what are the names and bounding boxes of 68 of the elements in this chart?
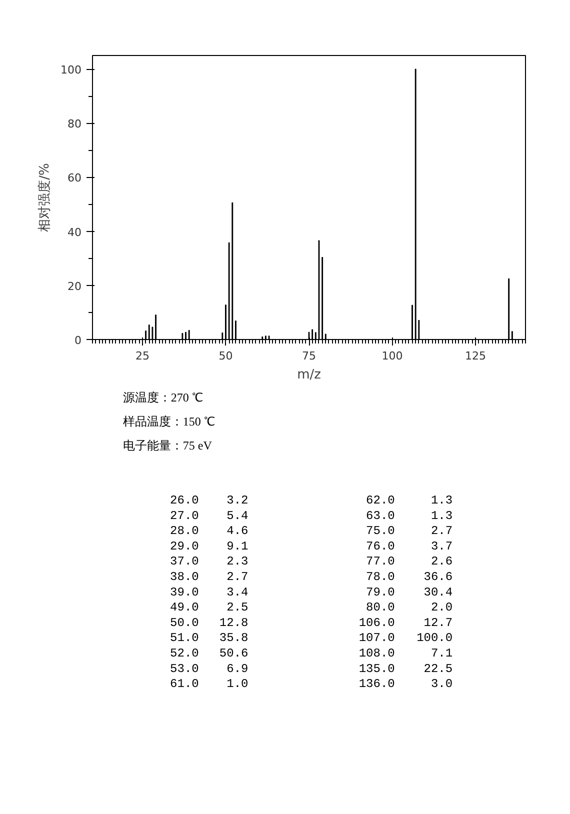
text: 4.6 <box>226 524 248 538</box>
x-tick-label: 125 <box>465 350 486 362</box>
text: 100.0 <box>416 631 453 646</box>
text: 29.0 <box>170 539 199 554</box>
text: 26.0 <box>170 494 199 508</box>
text: 51.0 <box>170 631 199 646</box>
text: 76.0 <box>366 539 395 554</box>
text: 5.4 <box>226 508 248 523</box>
text: 106.0 <box>358 616 395 630</box>
text: 38.0 <box>170 570 199 584</box>
text: 源温度：270 ℃ <box>122 390 203 404</box>
text: 2.6 <box>430 554 453 569</box>
x-tick-label: 50 <box>218 350 233 362</box>
text: 50.6 <box>219 646 248 660</box>
text: 78.0 <box>366 570 395 584</box>
text: 2.3 <box>226 554 248 569</box>
text: 7.1 <box>430 646 453 660</box>
x-axis-title: m/z <box>297 368 322 382</box>
text: 28.0 <box>170 524 199 538</box>
y-tick-label: 20 <box>68 280 82 293</box>
text: 108.0 <box>358 646 395 660</box>
text: 2.5 <box>226 600 248 615</box>
text: 75.0 <box>366 524 395 538</box>
text: 107.0 <box>358 631 395 646</box>
text: 80.0 <box>366 600 395 615</box>
text: 53.0 <box>170 662 199 676</box>
y-tick-label: 40 <box>68 226 82 239</box>
text: 37.0 <box>170 554 199 569</box>
x-tick-label: 100 <box>382 350 403 362</box>
text: 1.3 <box>430 494 453 508</box>
y-tick-label: 100 <box>60 64 82 77</box>
y-tick-label: 80 <box>68 118 82 131</box>
text: 2.0 <box>430 600 453 615</box>
text: 63.0 <box>366 508 395 523</box>
text: 35.8 <box>219 631 248 646</box>
text: 79.0 <box>366 585 395 600</box>
text: 3.4 <box>226 585 248 600</box>
text: 3.7 <box>430 539 453 554</box>
y-axis-title: 相对强度/% <box>36 163 53 232</box>
text: 22.5 <box>424 662 453 676</box>
x-tick-label: 75 <box>302 350 316 362</box>
text: 50.0 <box>170 616 199 630</box>
text: 12.7 <box>424 616 453 630</box>
text: 49.0 <box>170 600 199 615</box>
text: 52.0 <box>170 646 199 660</box>
text: 27.0 <box>170 508 199 523</box>
text: 9.1 <box>226 539 248 554</box>
text: 3.0 <box>430 677 453 692</box>
x-tick-label: 25 <box>135 350 150 362</box>
text: 61.0 <box>170 677 199 692</box>
text: 1.0 <box>226 677 248 692</box>
text: 12.8 <box>219 616 248 630</box>
text: 2.7 <box>226 570 248 584</box>
text: 6.9 <box>226 662 248 676</box>
text: 135.0 <box>358 662 395 676</box>
text: 136.0 <box>358 677 395 692</box>
text: 样品温度：150 ℃ <box>122 414 215 428</box>
y-tick-label: 0 <box>74 334 82 347</box>
text: 电子能量：75 eV <box>122 438 212 452</box>
text: 30.4 <box>424 585 453 600</box>
text: 62.0 <box>366 494 395 508</box>
text: 77.0 <box>366 554 395 569</box>
text: 1.3 <box>430 508 453 523</box>
text: 36.6 <box>424 570 453 584</box>
text: 39.0 <box>170 585 199 600</box>
text: 3.2 <box>226 494 248 508</box>
y-tick-label: 60 <box>68 172 82 185</box>
text: 2.7 <box>430 524 453 538</box>
